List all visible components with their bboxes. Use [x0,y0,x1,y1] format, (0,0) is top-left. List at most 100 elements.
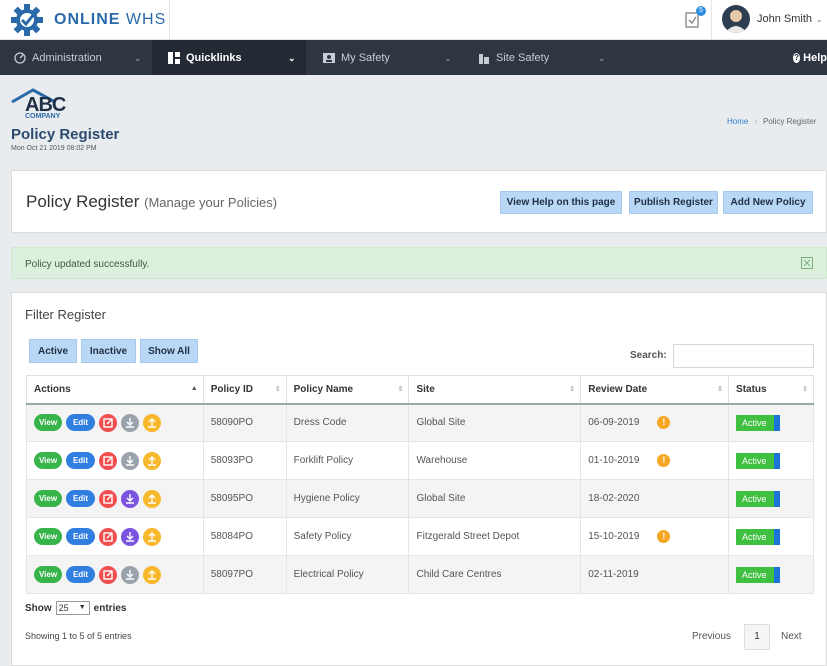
status-badge[interactable]: Active [736,528,781,545]
show-entries: Show 25 ▼ entries [25,601,126,615]
site-cell: Child Care Centres [408,555,582,594]
publish-register-button[interactable]: Publish Register [629,191,718,214]
status-badge[interactable]: Active [736,414,781,431]
table-row: View Edit 58093PO Forklift Policy Warehouse 0… [26,441,814,480]
status-badge[interactable]: Active [736,566,781,583]
view-button[interactable]: View [34,566,62,583]
col-review-date[interactable]: Review Date ⇕ [580,375,730,405]
view-button[interactable]: View [34,490,62,507]
user-name: John Smith [757,13,813,25]
filter-inactive-button[interactable]: Inactive [81,339,136,363]
notification-badge: 5 [696,6,706,16]
nav-label-quicklinks: Quicklinks [186,51,242,64]
filter-active-button[interactable]: Active [29,339,77,363]
upload-icon[interactable] [143,565,161,584]
policy-id-cell: 58097PO [202,555,287,594]
clipboard-icon [685,12,699,28]
dashboard-icon [14,51,26,64]
warning-icon: ! [657,454,671,467]
nav-label-administration: Administration [32,51,102,64]
edit-button[interactable]: Edit [66,490,95,507]
search-input[interactable] [673,344,814,368]
col-actions-label: Actions [34,383,71,395]
col-policy-id[interactable]: Policy ID ⇕ [202,375,287,405]
edit-button[interactable]: Edit [66,452,95,469]
entries-value: 25 [58,603,69,613]
review-date-cell: 06-09-2019! [580,403,730,442]
table-header-row: Actions ▲ Policy ID ⇕ Policy Name ⇕ Site ⇕ R… [26,375,814,405]
edit-document-icon[interactable] [99,413,117,432]
edit-button[interactable]: Edit [66,566,95,583]
col-policy-name[interactable]: Policy Name ⇕ [285,375,410,405]
filter-show-all-button[interactable]: Show All [140,339,198,363]
breadcrumb-home-link[interactable]: Home [727,117,749,126]
download-icon[interactable] [121,413,139,432]
notifications-button[interactable]: 5 [685,6,706,29]
status-cell: Active [728,479,814,518]
sort-icon: ⇕ [717,386,724,393]
entries-select[interactable]: 25 ▼ [55,601,90,615]
nav-item-my-safety[interactable]: My Safety ⌄ [306,40,462,75]
col-site[interactable]: Site ⇕ [408,375,582,405]
col-status[interactable]: Status ⇕ [728,375,814,405]
edit-document-icon[interactable] [99,565,117,584]
breadcrumb-current: Policy Register [763,117,817,126]
id-card-icon [323,52,335,63]
register-title: Policy Register [26,192,140,211]
brand[interactable]: ONLINE WHS [0,0,170,40]
company-logo: ABC COMPANY [11,88,91,122]
edit-button[interactable]: Edit [66,414,95,432]
page-title: Policy Register [11,126,120,143]
download-icon[interactable] [121,489,139,508]
download-icon[interactable] [121,527,139,546]
policy-id-cell: 58090PO [202,403,287,442]
status-cell: Active [728,555,814,594]
main-nav: Administration ⌄ Quicklinks ⌄ My Safety … [0,40,827,75]
header-divider [711,0,712,40]
site-cell: Warehouse [408,441,582,480]
edit-document-icon[interactable] [99,527,117,546]
brand-name-light: WHS [125,11,167,28]
success-alert: Policy updated successfully. [11,247,827,279]
nav-item-administration[interactable]: Administration ⌄ [0,40,152,75]
upload-icon[interactable] [143,527,161,546]
grid-icon [168,51,180,64]
add-new-policy-button[interactable]: Add New Policy [723,191,813,214]
col-review-date-label: Review Date [588,383,648,395]
breadcrumb-separator: › [754,117,758,126]
nav-item-help[interactable]: ? Help [793,40,827,75]
pagination-page[interactable]: 1 [744,624,770,650]
site-cell: Global Site [408,403,582,442]
nav-item-quicklinks[interactable]: Quicklinks ⌄ [152,40,306,75]
review-date: 01-10-2019 [588,455,640,467]
review-date: 06-09-2019 [588,417,640,429]
close-icon[interactable] [801,257,813,269]
download-icon[interactable] [121,451,139,470]
edit-button[interactable]: Edit [66,528,95,545]
page-date: Mon Oct 21 2019 08:02 PM [11,145,97,152]
download-icon[interactable] [121,565,139,584]
building-icon [479,53,489,64]
show-label: Show [25,602,52,614]
table-row: View Edit 58090PO Dress Code Global Site 06-0… [26,403,814,442]
status-badge[interactable]: Active [736,490,781,507]
chevron-down-icon: ⌄ [598,53,606,63]
col-actions[interactable]: Actions ▲ [26,375,204,405]
upload-icon[interactable] [143,451,161,470]
status-badge[interactable]: Active [736,452,781,469]
user-menu[interactable]: John Smith ⌄ [722,5,823,33]
upload-icon[interactable] [143,413,161,432]
upload-icon[interactable] [143,489,161,508]
nav-item-site-safety[interactable]: Site Safety ⌄ [462,40,622,75]
view-button[interactable]: View [34,528,62,545]
actions-cell: View Edit [26,441,204,480]
review-date: 18-02-2020 [588,493,640,504]
edit-document-icon[interactable] [99,489,117,508]
view-help-button[interactable]: View Help on this page [500,191,622,214]
edit-document-icon[interactable] [99,451,117,470]
view-button[interactable]: View [34,452,62,469]
warning-icon: ! [657,416,671,430]
pagination-previous[interactable]: Previous [692,631,731,642]
pagination-next[interactable]: Next [781,631,802,642]
view-button[interactable]: View [34,414,62,432]
